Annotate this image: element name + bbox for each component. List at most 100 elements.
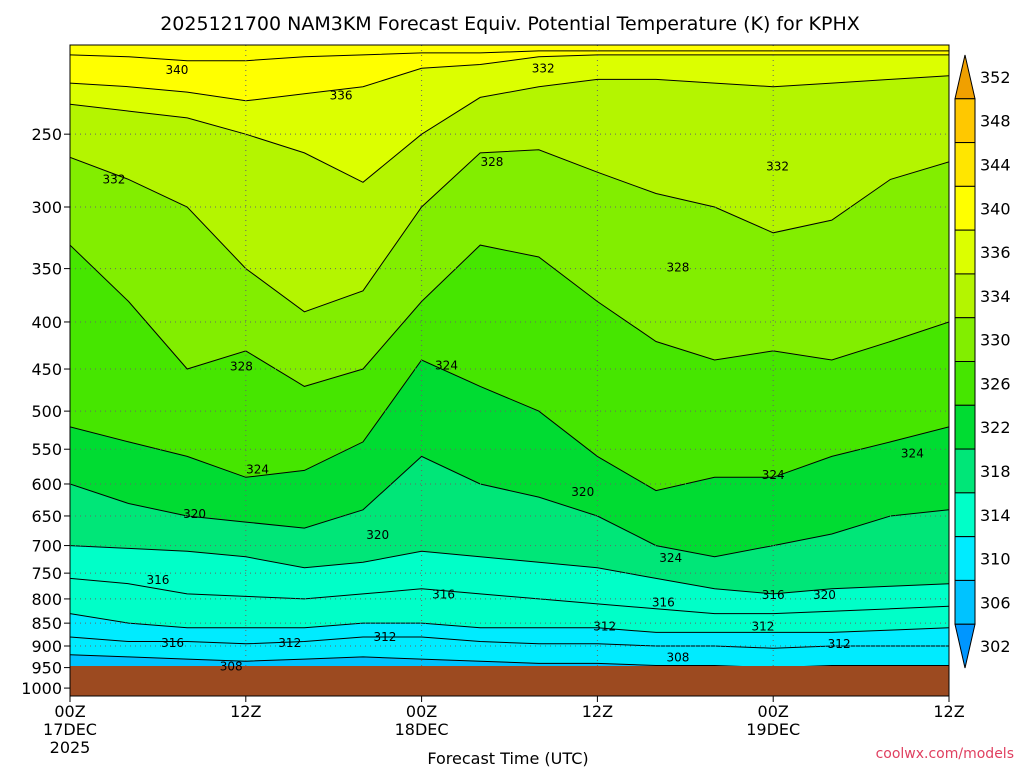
y-tick-label: 650: [31, 507, 62, 526]
contour-label: 308: [220, 660, 243, 674]
contour-336: [70, 75, 949, 183]
colorbar-swatch: [954, 492, 976, 538]
y-tick-label: 750: [31, 564, 62, 583]
colorbar-label: 302: [980, 637, 1011, 656]
x-tick-label: 00Z: [758, 702, 789, 721]
colorbar-label: 310: [980, 550, 1011, 569]
gridlines: [70, 45, 949, 666]
colorbar-swatch: [954, 98, 976, 144]
contour-label: 320: [813, 588, 836, 602]
colorbar: 352 348 344 340 336 334 330 326 322 318 314 310 306 3…: [954, 54, 1011, 669]
y-tick-label: 500: [31, 402, 62, 421]
y-tick-label: 600: [31, 475, 62, 494]
y-tick-label: 400: [31, 313, 62, 332]
colorbar-swatch: [954, 404, 976, 450]
x-tick-label: 12Z: [933, 702, 964, 721]
colorbar-swatch: [954, 185, 976, 231]
plot-area: 340 336 332 332 328 332 328 328 324 324 324 324 320 3…: [69, 44, 950, 697]
x-tick-date: 18DEC: [395, 720, 449, 739]
contour-316: [70, 577, 949, 615]
y-tick-label: 250: [31, 125, 62, 144]
colorbar-label: 348: [980, 112, 1011, 131]
colorbar-label: 344: [980, 155, 1011, 174]
band-312: [70, 637, 949, 666]
colorbar-swatch: [954, 142, 976, 187]
contour-label: 328: [230, 359, 253, 373]
colorbar-swatch: [954, 229, 976, 275]
contour-label: 316: [652, 595, 675, 609]
x-axis-title: Forecast Time (UTC): [427, 749, 588, 768]
x-tick-label: 00Z: [54, 702, 85, 721]
colorbar-label: 318: [980, 462, 1011, 481]
contour-340: [70, 54, 949, 102]
contour-label: 332: [102, 172, 125, 186]
colorbar-label: 340: [980, 199, 1011, 218]
contour-label: 316: [762, 588, 785, 602]
y-tick-label: 550: [31, 440, 62, 459]
terrain-ground: [70, 666, 949, 696]
contour-324: [70, 359, 949, 492]
colorbar-label: 336: [980, 243, 1011, 262]
colorbar-swatch: [954, 536, 976, 581]
y-tick-label: 900: [31, 637, 62, 656]
y-tick-label: 700: [31, 537, 62, 556]
contour-label: 336: [330, 89, 353, 103]
y-tick-label: 350: [31, 260, 62, 279]
contour-label: 312: [593, 619, 616, 633]
colorbar-label: 314: [980, 506, 1011, 525]
contour-label: 324: [762, 468, 785, 482]
colorbar-arrow-bottom: [954, 623, 976, 669]
contour-318: [70, 545, 949, 595]
contour-label: 324: [435, 358, 458, 372]
contour-label: 320: [366, 528, 389, 542]
x-tick-label: 00Z: [406, 702, 437, 721]
colorbar-label: 326: [980, 374, 1011, 393]
contour-label: 340: [165, 63, 188, 77]
contour-label: 312: [374, 630, 397, 644]
contour-label: 332: [766, 159, 789, 173]
colorbar-label: 322: [980, 418, 1011, 437]
contour-344: [70, 50, 949, 62]
contour-labels: 340 336 332 332 328 332 328 328 324 324 324 324 320 3…: [102, 61, 923, 673]
x-tick-year: 2025: [50, 738, 91, 757]
temperature-bands: [70, 45, 949, 666]
contour-label: 320: [183, 507, 206, 521]
x-tick-date: 17DEC: [43, 720, 97, 739]
x-tick-date: 19DEC: [746, 720, 800, 739]
colorbar-arrow-top: [954, 54, 976, 100]
credit-text: coolwx.com/models: [876, 746, 1014, 762]
y-tick-label: 1000: [21, 679, 62, 698]
colorbar-swatch: [954, 273, 976, 319]
colorbar-label: 334: [980, 287, 1011, 306]
contour-314: [70, 613, 949, 633]
contour-label: 316: [161, 636, 184, 650]
contour-320: [70, 455, 949, 558]
y-tick-label: 850: [31, 614, 62, 633]
contour-label: 324: [246, 463, 269, 477]
contour-lines: [70, 50, 949, 666]
x-tick-label: 12Z: [582, 702, 613, 721]
chart-title: 2025121700 NAM3KM Forecast Equiv. Potent…: [160, 13, 860, 35]
colorbar-swatch: [954, 579, 976, 625]
y-tick-label: 800: [31, 590, 62, 609]
y-tick-label: 450: [31, 360, 62, 379]
contour-328: [70, 244, 949, 387]
contour-310: [70, 654, 949, 666]
colorbar-label: 352: [980, 68, 1011, 87]
contour-label: 312: [278, 636, 301, 650]
plot-frame: [69, 44, 950, 697]
contour-label: 312: [828, 637, 851, 651]
contour-332: [70, 149, 949, 313]
colorbar-swatch: [954, 317, 976, 363]
contour-label: 328: [480, 155, 503, 169]
y-tick-label: 300: [31, 198, 62, 217]
contour-label: 316: [432, 587, 455, 601]
colorbar-label: 306: [980, 593, 1011, 612]
y-tick-label: 950: [31, 659, 62, 678]
band-310: [70, 654, 949, 666]
contour-312: [70, 636, 949, 649]
colorbar-label: 330: [980, 331, 1011, 350]
x-tick-label: 12Z: [230, 702, 261, 721]
